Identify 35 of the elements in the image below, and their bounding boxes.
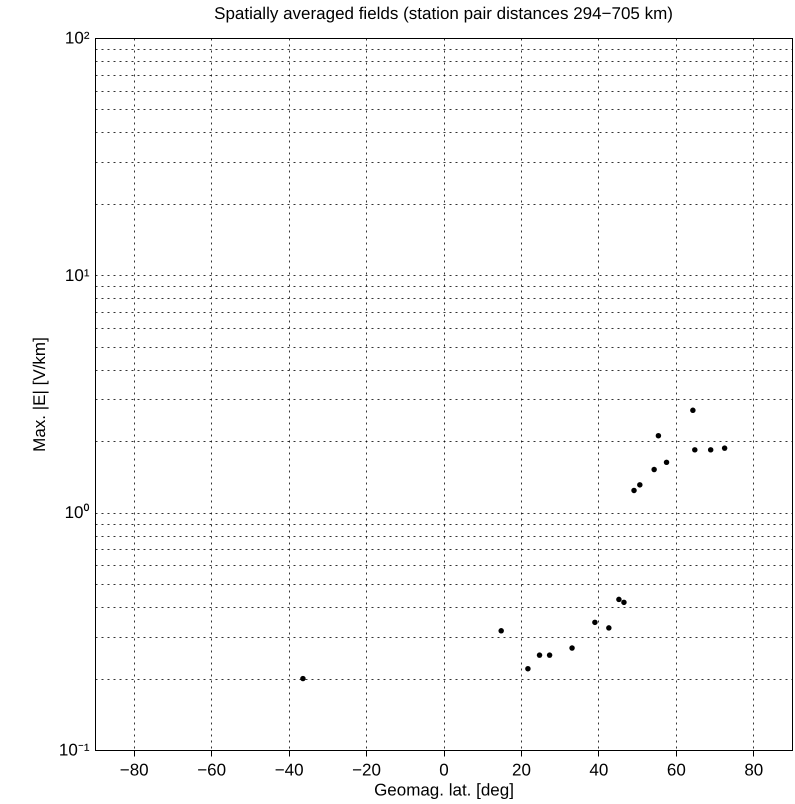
x-tick-label: −40 [274,760,304,780]
point [536,652,542,658]
point [546,652,552,658]
point [690,408,696,414]
x-axis-title: Geomag. lat. [deg] [374,780,514,800]
y-tick-label: 10⁻¹ [58,740,90,760]
point [708,447,714,453]
point [631,488,637,494]
y-axis-title: Max. |E| [V/km] [30,337,49,452]
x-tick-label: 40 [589,760,608,780]
y-tick-label: 10¹ [64,266,90,285]
chart-title: Spatially averaged fields (station pair distances 294−705 km) [214,4,673,23]
x-tick-label: −80 [120,760,149,780]
point [621,600,627,606]
point [692,447,698,453]
point [722,445,728,451]
point [525,666,531,672]
point [651,466,657,472]
point [498,628,504,634]
x-tick-label: 0 [439,760,449,780]
point [606,625,612,631]
point [664,460,670,466]
x-tick-label: 20 [512,760,531,780]
x-tick-label: 60 [666,760,686,780]
y-tick-label: 10⁰ [64,503,90,522]
point [569,645,575,651]
point [656,432,662,438]
x-tick-label: −20 [352,760,381,780]
point [637,482,643,488]
y-tick-label: 10² [64,28,90,48]
x-tick-label: 80 [744,760,764,780]
x-tick-label: −60 [197,760,226,780]
point [300,676,306,682]
point [592,620,598,626]
point [616,596,622,602]
